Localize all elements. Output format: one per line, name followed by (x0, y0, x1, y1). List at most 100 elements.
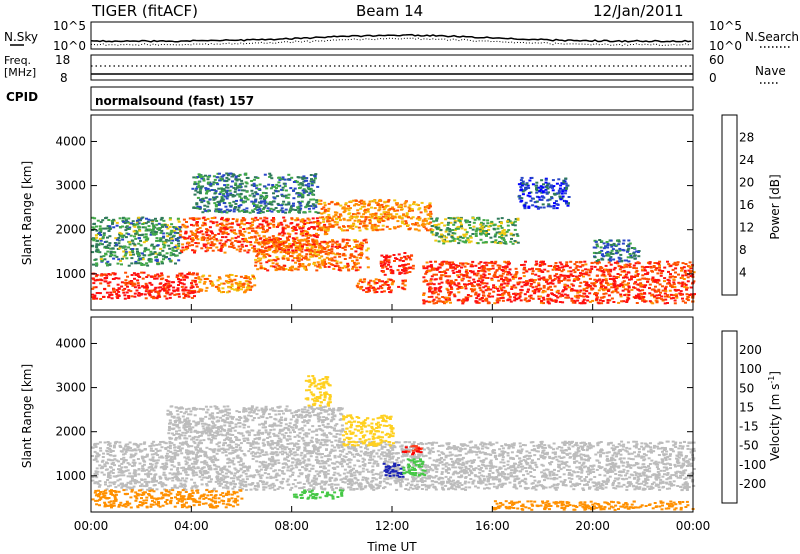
scatter-cell (272, 258, 276, 261)
scatter-cell (516, 234, 520, 237)
scatter-cell (210, 242, 214, 244)
scatter-cell (620, 300, 624, 303)
scatter-cell (335, 221, 339, 224)
scatter-cell (434, 239, 438, 242)
scatter-cell (158, 274, 162, 277)
scatter-cell (626, 250, 629, 253)
scatter-cell (444, 301, 448, 304)
scatter-cell (460, 223, 463, 226)
scatter-cell (188, 244, 192, 247)
scatter-cell (281, 229, 285, 232)
scatter-cell (302, 175, 306, 178)
scatter-cell (539, 269, 543, 272)
scatter-cell (437, 227, 441, 230)
scatter-cell (523, 298, 527, 301)
scatter-cell (497, 279, 501, 282)
scatter-cell (317, 223, 321, 226)
scatter-cell (569, 260, 573, 263)
scatter-cell (382, 256, 386, 258)
scatter-cell (257, 188, 261, 191)
scatter-cell (598, 279, 601, 282)
scatter-cell (297, 183, 301, 186)
scatter-cell (344, 202, 348, 205)
scatter-cell (479, 443, 483, 446)
scatter-cell (471, 217, 475, 220)
scatter-cell (298, 187, 301, 190)
scatter-cell (198, 205, 202, 208)
scatter-cell (648, 283, 652, 286)
scatter-cell (452, 217, 456, 220)
scatter-cell (413, 484, 417, 487)
scatter-cell (582, 275, 585, 278)
scatter-cell (118, 217, 122, 220)
scatter-cell (333, 265, 337, 268)
scatter-cell (648, 262, 652, 265)
scatter-cell (200, 238, 204, 241)
scatter-cell (106, 225, 110, 228)
scatter-cell (316, 211, 320, 214)
scatter-cell (303, 177, 307, 180)
scatter-cell (120, 234, 124, 237)
scatter-cell (418, 217, 422, 220)
scatter-cell (546, 293, 550, 296)
scatter-cell (686, 295, 690, 298)
scatter-cell (387, 211, 390, 214)
scatter-cell (277, 246, 281, 249)
scatter-cell (549, 285, 552, 288)
scatter-cell (363, 278, 367, 281)
scatter-cell (658, 482, 662, 485)
scatter-cell (106, 260, 110, 263)
scatter-cell (114, 237, 118, 240)
scatter-cell (182, 296, 186, 299)
scatter-cell (128, 251, 132, 254)
scatter-cell (257, 470, 261, 473)
scatter-cell (422, 267, 426, 270)
scatter-cell (301, 177, 305, 180)
scatter-cell (569, 273, 573, 276)
scatter-cell (402, 264, 406, 266)
scatter-cell (374, 227, 378, 230)
scatter-cell (164, 238, 168, 241)
scatter-cell (449, 264, 453, 267)
scatter-cell (296, 206, 300, 209)
scatter-cell (518, 197, 522, 200)
scatter-cell (623, 264, 627, 267)
scatter-cell (627, 286, 631, 289)
scatter-cell (193, 291, 197, 294)
scatter-cell (437, 445, 441, 447)
scatter-cell (251, 274, 255, 277)
scatter-cell (651, 293, 655, 296)
scatter-cell (198, 176, 202, 178)
scatter-cell (200, 247, 204, 250)
scatter-cell (606, 242, 610, 245)
scatter-cell (430, 217, 434, 220)
scatter-cell (429, 279, 433, 282)
scatter-cell (204, 209, 208, 212)
scatter-cell (164, 279, 168, 282)
scatter-cell (599, 246, 603, 249)
scatter-cell (157, 286, 161, 289)
scatter-cell (211, 284, 215, 287)
scatter-cell (302, 211, 306, 214)
scatter-cell (167, 288, 171, 291)
scatter-cell (272, 242, 275, 245)
scatter-cell (504, 234, 508, 237)
scatter-cell (99, 234, 103, 236)
scatter-cell (107, 296, 111, 299)
scatter-cell (429, 228, 433, 231)
scatter-cell (363, 224, 367, 227)
scatter-cell (258, 257, 262, 260)
scatter-cell (362, 205, 366, 208)
scatter-cell (342, 448, 346, 451)
scatter-cell (511, 233, 515, 236)
scatter-cell (155, 239, 159, 242)
scatter-cell (113, 242, 117, 244)
scatter-cell (196, 238, 200, 241)
scatter-cell (348, 216, 352, 219)
scatter-cell (214, 210, 218, 213)
scatter-cell (129, 234, 133, 237)
scatter-cell (638, 278, 642, 281)
scatter-cell (684, 301, 687, 304)
power-colorbar-tick: 28 (739, 131, 754, 145)
scatter-cell (432, 220, 436, 223)
